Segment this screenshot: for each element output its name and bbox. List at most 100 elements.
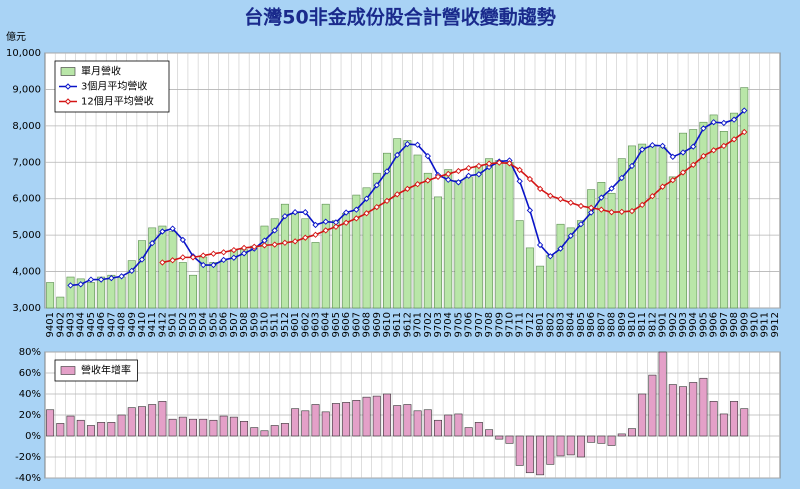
x-tick-label: 9411 xyxy=(147,312,158,337)
line-marker xyxy=(496,159,503,166)
bar xyxy=(393,405,402,437)
bar xyxy=(689,382,698,437)
bar xyxy=(689,129,698,309)
line-marker xyxy=(322,227,329,234)
line-marker xyxy=(210,250,217,257)
bar xyxy=(638,393,647,437)
bar xyxy=(464,176,473,309)
line-marker xyxy=(240,244,248,252)
y-tick-label: 9,000 xyxy=(12,84,41,95)
x-tick-label: 9812 xyxy=(647,312,658,337)
bar xyxy=(46,282,55,309)
line-marker xyxy=(434,173,442,180)
line-marker xyxy=(526,207,534,214)
y-tick-label: 6,000 xyxy=(12,194,41,205)
line-marker xyxy=(577,202,585,210)
bar xyxy=(158,225,167,309)
line-marker xyxy=(404,185,411,193)
bar xyxy=(321,411,330,437)
bar xyxy=(546,435,555,465)
bar xyxy=(280,423,289,437)
x-tick-label: 9406 xyxy=(96,312,107,337)
bar xyxy=(393,138,402,309)
line-marker xyxy=(679,149,687,156)
x-tick-label: 9702 xyxy=(423,312,434,337)
y-tick-label: 7,000 xyxy=(12,157,41,168)
bar xyxy=(730,401,739,437)
x-tick-label: 9902 xyxy=(668,312,679,337)
line-marker xyxy=(394,191,401,198)
line-marker xyxy=(118,273,125,280)
x-tick-label: 9803 xyxy=(556,312,567,337)
line-marker xyxy=(475,171,482,178)
bar xyxy=(127,407,136,437)
line-marker xyxy=(251,243,258,250)
bar xyxy=(189,274,197,309)
line-marker xyxy=(281,213,289,220)
line-marker xyxy=(414,141,421,148)
bar xyxy=(362,187,371,309)
line-marker xyxy=(639,146,646,153)
bar xyxy=(331,403,340,437)
bar xyxy=(495,435,504,440)
line-marker xyxy=(210,261,217,269)
x-tick-label: 9706 xyxy=(464,312,475,337)
bar xyxy=(699,121,708,309)
bar xyxy=(505,435,514,444)
x-tick-label: 9704 xyxy=(443,312,454,337)
bar xyxy=(587,435,596,443)
y-tick-label: -40% xyxy=(15,473,41,484)
bar xyxy=(76,419,85,437)
bar xyxy=(679,132,687,309)
bar xyxy=(117,276,126,309)
bar xyxy=(229,416,238,437)
bar xyxy=(740,408,749,437)
x-tick-label: 9909 xyxy=(739,312,750,337)
x-tick-label: 9907 xyxy=(719,312,730,337)
bar xyxy=(403,404,412,437)
line-marker xyxy=(291,238,299,245)
line-marker xyxy=(424,177,431,184)
bar xyxy=(474,422,483,437)
line-marker xyxy=(536,185,544,193)
line-marker xyxy=(506,160,513,167)
line-marker xyxy=(230,254,237,261)
legend-label: 營收年增率 xyxy=(81,364,131,377)
line-marker xyxy=(343,209,350,216)
x-tick-label: 9604 xyxy=(321,312,332,337)
bar xyxy=(719,131,728,309)
x-tick-label: 9607 xyxy=(351,312,362,337)
line-marker xyxy=(343,219,350,226)
bar xyxy=(342,402,351,437)
chart-title: 台灣50非金成份股合計營收變動趨勢 xyxy=(244,6,555,29)
bar xyxy=(97,422,106,437)
bar xyxy=(383,152,391,309)
line-marker xyxy=(700,125,707,132)
bar xyxy=(66,276,75,309)
line-marker xyxy=(179,254,186,261)
bar xyxy=(168,418,177,437)
bar xyxy=(260,430,269,437)
bar xyxy=(66,415,75,437)
bar xyxy=(597,435,606,444)
x-tick-label: 9608 xyxy=(362,312,373,337)
x-tick-label: 9707 xyxy=(474,312,485,337)
bar xyxy=(301,410,310,437)
line-marker xyxy=(720,119,727,127)
line-marker xyxy=(240,250,248,257)
bar xyxy=(546,254,555,309)
line-marker xyxy=(179,236,186,244)
line-marker xyxy=(128,267,135,274)
bar xyxy=(56,296,65,309)
x-tick-label: 9804 xyxy=(566,312,577,337)
x-tick-label: 9906 xyxy=(709,312,720,337)
line-marker xyxy=(169,225,176,232)
bar xyxy=(525,247,534,309)
line-marker xyxy=(87,276,95,283)
bar xyxy=(668,384,677,437)
bar xyxy=(76,278,85,309)
legend-label: 單月營收 xyxy=(81,65,121,78)
bar xyxy=(270,218,279,309)
line-marker xyxy=(424,152,431,160)
